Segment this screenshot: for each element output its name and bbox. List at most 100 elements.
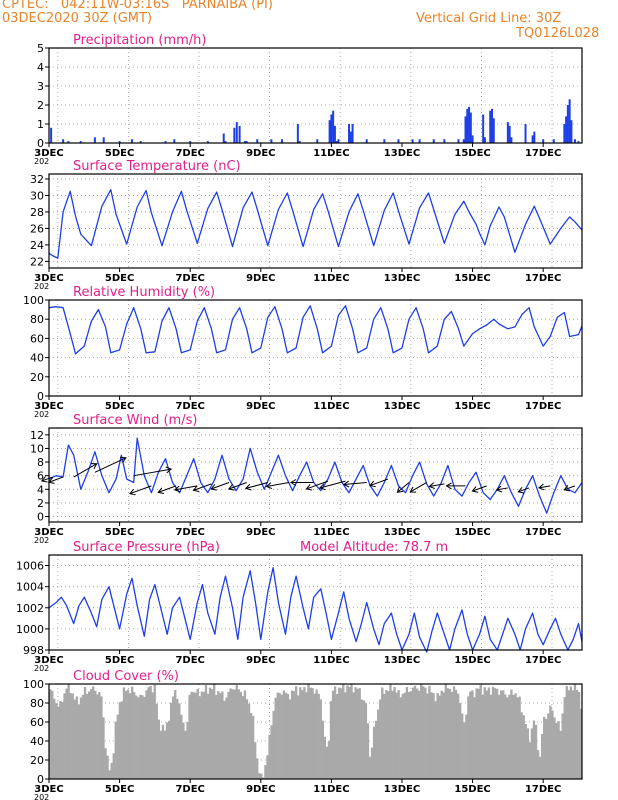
cloud-cover-bar (297, 695, 300, 779)
cloud-cover-bar (340, 688, 343, 779)
cloud-cover-bar (364, 703, 368, 779)
precipitation-bar (533, 131, 536, 143)
cloud-cover-bar (379, 699, 382, 779)
cloud-cover-bar (362, 700, 365, 779)
precipitation-bar (206, 141, 209, 143)
precipitation-bar (397, 139, 400, 143)
cloud-cover-bar (122, 687, 126, 779)
humidity-ytick-label: 60 (30, 332, 44, 345)
cloud-cover-bar (565, 685, 568, 779)
wind-vector (496, 487, 508, 491)
wind-vector-head (210, 484, 217, 491)
precipitation-bar (243, 141, 246, 143)
wind-vector (245, 482, 268, 489)
wind-vector (343, 481, 367, 485)
precipitation-bar (173, 139, 176, 143)
cloud-cover-bar (553, 717, 556, 779)
precipitation-xtick-label: 17DEC (525, 148, 561, 159)
cloud-cover-bar (538, 756, 542, 779)
cloud-cover-bar (327, 740, 331, 779)
cloud-cover-bar (329, 701, 333, 779)
precipitation-frame (48, 47, 583, 144)
cloud-cover-bar (418, 690, 421, 779)
precipitation-bar (280, 139, 283, 143)
cloud-cover-bar (557, 721, 560, 779)
cloud-cover-bar (510, 689, 513, 779)
precipitation-bar (296, 124, 299, 143)
cloud-cover-bar (549, 705, 552, 779)
cloud-cover-bar (399, 697, 402, 779)
precipitation-bar (235, 122, 238, 143)
precipitation-bar (510, 137, 513, 143)
cloud-cover-bar (463, 722, 466, 779)
header-date-line: 03DEC2020 30Z (GMT) (2, 11, 153, 26)
precipitation-bar (298, 141, 301, 143)
cloud-cover-bar (49, 689, 52, 779)
wind-vector-head (517, 486, 525, 494)
precipitation-bar (62, 139, 65, 143)
precipitation-bar (332, 110, 335, 143)
precipitation-bar (337, 139, 340, 143)
humidity-panel: 0 20 40 60 80 100 3DEC 5DEC 7DEC 9DEC 11DEC 13DEC 15… (23, 285, 583, 419)
cloud-cover-bar (79, 697, 83, 779)
precipitation-xtick-label: 15DEC (454, 148, 490, 159)
cloud-cover-bar (502, 690, 505, 779)
wind-vector (266, 482, 290, 487)
header-model-code: TQ0126L028 (516, 26, 600, 41)
cloud-cover-bar (420, 684, 423, 779)
cloud-cover-bar (506, 697, 509, 779)
cloud-cover-bar (249, 713, 253, 779)
cloud-cover-bar (213, 684, 216, 779)
wind-vector-head (369, 480, 376, 488)
cloud-cover-bar (389, 684, 392, 779)
pressure-xtick-label: 11DEC (313, 655, 349, 666)
precipitation-bar (238, 125, 241, 143)
wind-xtick-label: 11DEC (313, 527, 349, 538)
cloud-cover-bar (254, 742, 257, 779)
cloud-cover-bar (459, 703, 462, 779)
cloud-cover-bar (301, 690, 304, 779)
pressure-year-stub: 202 (34, 664, 49, 673)
cloud-cover-bar (465, 714, 468, 779)
cloud-cover-bar (139, 694, 142, 779)
cloud-cover-bar (444, 684, 447, 779)
precipitation-bar (563, 124, 566, 143)
temperature-frame (48, 173, 583, 269)
pressure-xtick-label: 13DEC (384, 655, 420, 666)
cloud-cover-bar (323, 736, 327, 779)
cloud-cover-bar (366, 723, 370, 779)
precipitation-ytick-label: 2 (37, 99, 44, 112)
pressure-ytick-label: 1000 (16, 623, 44, 636)
cloud-cover-bar (225, 697, 228, 779)
precipitation-ytick-label: 5 (37, 42, 44, 55)
cloud-cover-bar (512, 694, 515, 779)
cloud-cover-bar (422, 686, 425, 779)
cloud-cover-bar (372, 726, 376, 779)
cloud-cover-bar (288, 699, 292, 779)
wind-vector-head (428, 482, 435, 490)
precipitation-bar (552, 139, 555, 143)
cloud-cover-bar (133, 692, 136, 779)
precipitation-bar (139, 141, 142, 143)
cloud-cover-bar (563, 697, 566, 779)
precipitation-bar (466, 108, 469, 143)
cloud-cover-bar (118, 702, 122, 779)
cloud-cover-bar (528, 742, 532, 779)
wind-vector-head (289, 479, 297, 486)
cloud-cover-bar (61, 701, 64, 779)
cloud-cover-bar (559, 730, 562, 779)
wind-vector-head (396, 486, 404, 493)
wind-vector (429, 483, 445, 487)
wind-year-stub: 202 (34, 536, 49, 545)
wind-vector-head (90, 463, 98, 470)
wind-vector (94, 457, 127, 473)
wind-vector (228, 482, 247, 490)
cloud-cover-bar (239, 691, 242, 779)
cloud-cover-bar (483, 687, 486, 779)
cloud-cover-bar (434, 701, 437, 779)
cloud-cover-bar (215, 694, 218, 779)
humidity-xtick-label: 3DEC (34, 401, 63, 412)
cloud-cover-bar (219, 693, 222, 779)
cloud-cover-bar (413, 685, 417, 779)
cloud-cover-bar (260, 773, 263, 779)
